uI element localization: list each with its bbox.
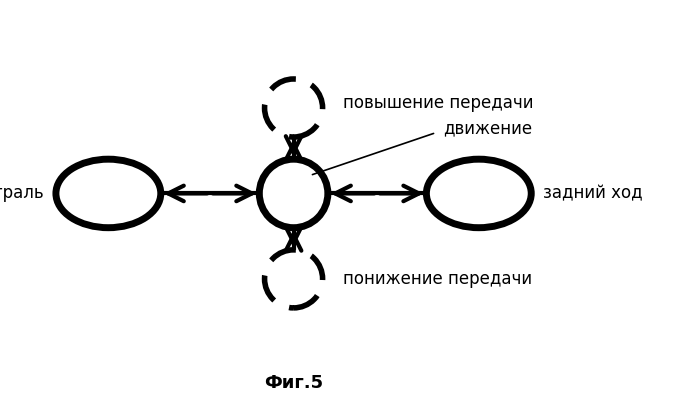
Text: движение: движение xyxy=(444,119,533,137)
Text: задний ход: задний ход xyxy=(543,185,643,202)
Text: нейтраль: нейтраль xyxy=(0,185,44,202)
Text: повышение передачи: повышение передачи xyxy=(343,94,533,112)
Text: понижение передачи: понижение передачи xyxy=(343,270,532,288)
Text: Фиг.5: Фиг.5 xyxy=(264,374,323,392)
